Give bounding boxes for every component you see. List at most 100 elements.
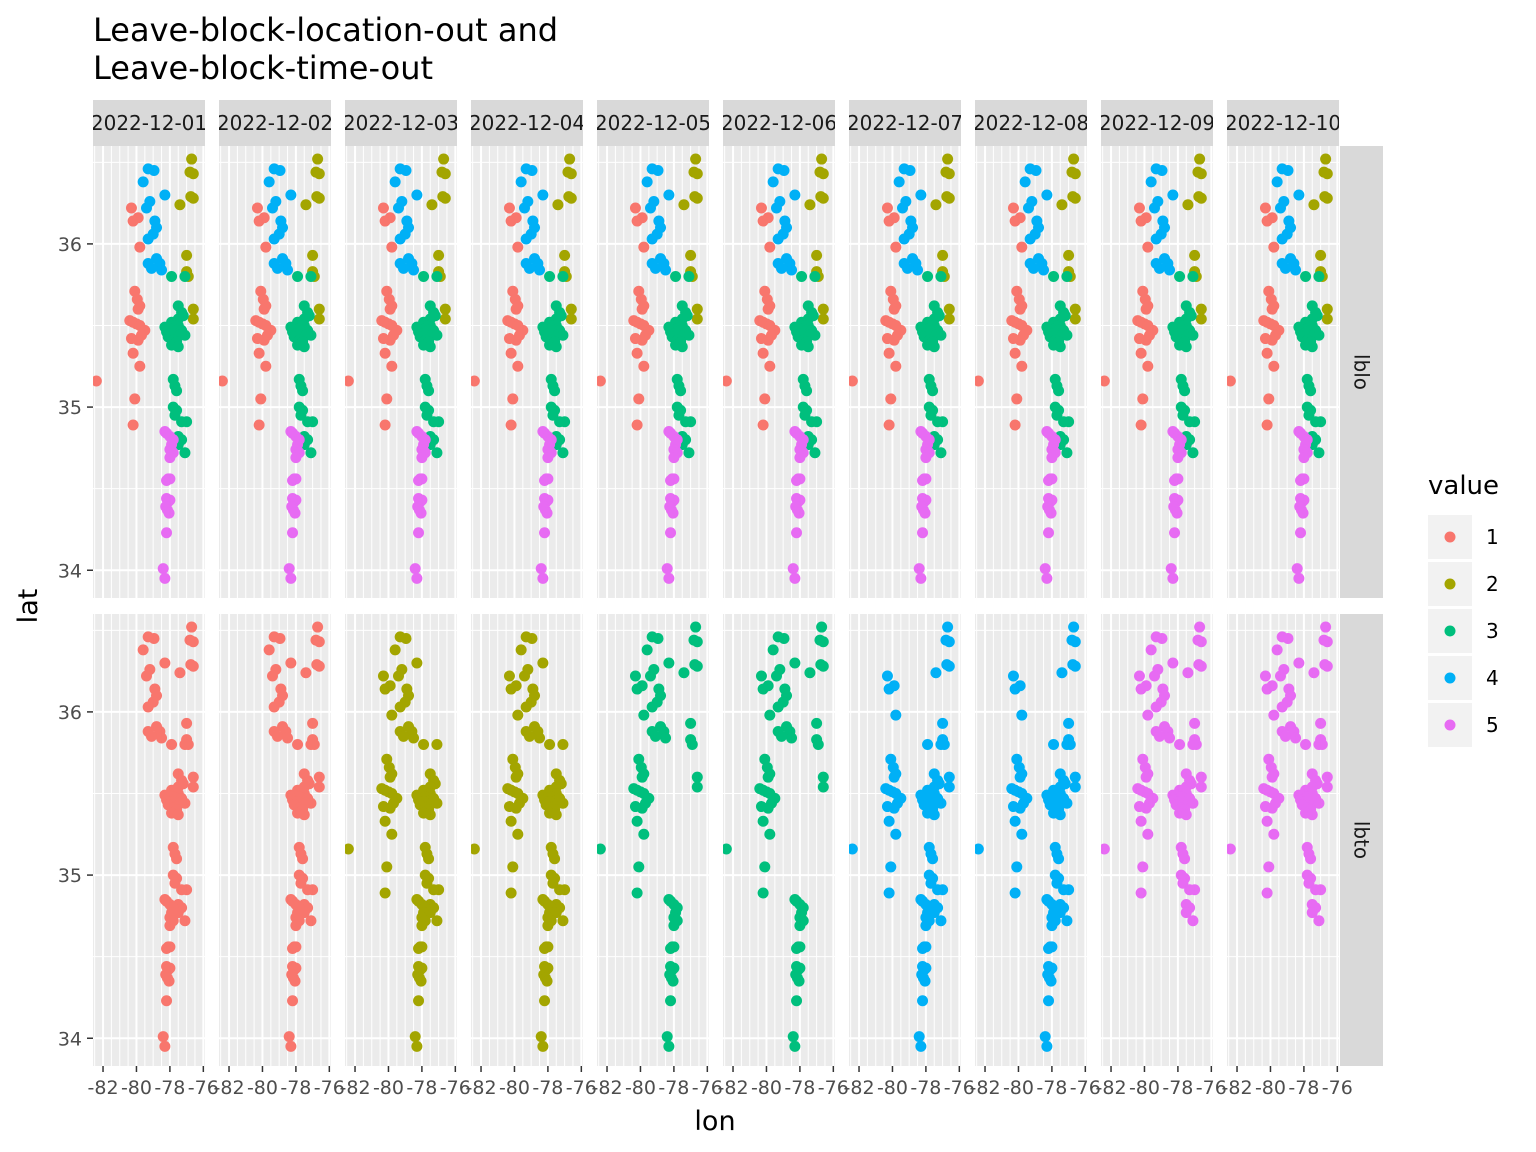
row-strip: lblo <box>1340 146 1383 598</box>
data-point <box>557 797 569 809</box>
data-point <box>928 809 940 821</box>
panel-background <box>219 146 331 598</box>
column-strip: 2022-12-06 <box>723 100 835 146</box>
data-point <box>307 717 319 729</box>
chart-title-line-2: Leave-block-time-out <box>93 49 433 87</box>
panel-background <box>93 146 205 598</box>
data-point <box>690 153 702 165</box>
x-tick-label: -76 <box>440 1077 471 1099</box>
data-point <box>794 473 806 485</box>
column-strip-background <box>1227 100 1339 146</box>
data-point <box>1195 660 1207 672</box>
data-point <box>416 452 428 464</box>
data-point <box>174 667 186 679</box>
data-point <box>1180 341 1192 353</box>
data-point <box>166 739 178 751</box>
data-point <box>1187 271 1199 283</box>
data-point <box>757 347 769 359</box>
data-point <box>1227 843 1236 855</box>
row-strip-label: lblo <box>1350 354 1374 390</box>
data-point <box>129 393 141 405</box>
data-point <box>757 815 769 827</box>
column-strip: 2022-12-02 <box>219 100 331 146</box>
data-point <box>1142 828 1154 840</box>
data-point <box>1194 621 1206 633</box>
data-point <box>1306 341 1318 353</box>
facet-panel <box>1227 146 1339 598</box>
data-point <box>1053 385 1065 397</box>
data-point <box>377 670 389 682</box>
data-point <box>148 632 160 644</box>
panel-points <box>723 621 829 1052</box>
data-point <box>544 739 556 751</box>
data-point <box>762 212 774 224</box>
data-point <box>1297 507 1309 519</box>
data-point <box>665 995 677 1007</box>
data-point <box>638 828 650 840</box>
data-point <box>159 657 171 669</box>
data-point <box>1266 802 1278 814</box>
data-point <box>282 732 294 744</box>
data-point <box>1039 563 1051 575</box>
data-point <box>258 303 270 315</box>
x-tick-label: -82 <box>88 1077 119 1099</box>
data-point <box>1007 670 1019 682</box>
data-point <box>1009 887 1021 899</box>
data-point <box>1315 884 1327 896</box>
column-strip: 2022-12-03 <box>345 100 457 146</box>
panel-points <box>471 631 571 1052</box>
data-point <box>1069 303 1081 315</box>
data-point <box>537 189 549 201</box>
data-point <box>1101 375 1110 387</box>
data-point <box>1313 271 1325 283</box>
data-point <box>691 313 703 325</box>
data-point <box>565 192 577 204</box>
data-point <box>1046 920 1058 932</box>
panel-background <box>849 146 961 598</box>
data-point <box>786 732 798 744</box>
x-tick-label: -80 <box>373 1077 404 1099</box>
data-point <box>1174 271 1186 283</box>
data-point <box>187 771 199 783</box>
data-point <box>631 419 643 431</box>
data-point <box>691 771 703 783</box>
data-point <box>764 241 776 253</box>
column-strip-label: 2022-12-07 <box>847 111 963 135</box>
data-point <box>187 636 199 648</box>
data-point <box>804 199 816 211</box>
data-point <box>913 563 925 575</box>
row-strip-label: lbto <box>1350 821 1374 859</box>
data-point <box>1321 192 1333 204</box>
data-point <box>431 271 443 283</box>
x-tick-label: -80 <box>121 1077 152 1099</box>
data-point <box>394 701 406 713</box>
data-point <box>1142 360 1154 372</box>
data-point <box>187 192 199 204</box>
panel-points <box>597 621 703 1052</box>
column-strip-label: 2022-12-09 <box>1099 111 1215 135</box>
data-point <box>1321 636 1333 648</box>
data-point <box>1321 771 1333 783</box>
data-point <box>305 329 317 341</box>
legend-item: 5 <box>1428 703 1499 747</box>
data-point <box>377 202 389 214</box>
data-point <box>1024 233 1036 245</box>
data-point <box>164 452 176 464</box>
data-point <box>187 303 199 315</box>
data-point <box>1046 941 1058 953</box>
data-point <box>1043 527 1055 539</box>
column-strip-background <box>849 100 961 146</box>
data-point <box>510 802 522 814</box>
data-point <box>920 941 932 953</box>
data-point <box>943 192 955 204</box>
data-point <box>1043 995 1055 1007</box>
panel-background <box>597 614 709 1066</box>
data-point <box>418 271 430 283</box>
data-point <box>268 233 280 245</box>
data-point <box>1321 781 1333 793</box>
data-point <box>816 621 828 633</box>
data-point <box>1266 212 1278 224</box>
data-point <box>1313 739 1325 751</box>
data-point <box>345 843 354 855</box>
facet-panel <box>471 146 583 598</box>
